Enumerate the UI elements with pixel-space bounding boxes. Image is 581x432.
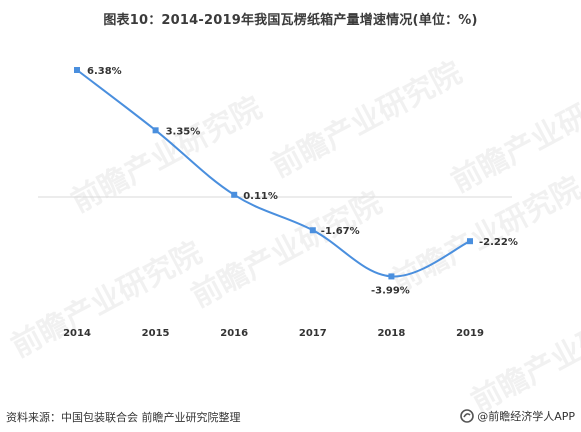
data-label-2016: 0.11% <box>243 191 278 202</box>
x-tick-label-2015: 2015 <box>142 328 170 339</box>
series-line <box>76 69 471 278</box>
data-label-2019: -2.22% <box>479 237 518 248</box>
data-marker-2014 <box>74 67 80 73</box>
x-tick-label-2016: 2016 <box>220 328 248 339</box>
data-marker-2016 <box>231 191 238 198</box>
data-label-2017: -1.67% <box>321 226 360 237</box>
data-labels: 6.38% 3.35% 0.11% -1.67% -3.99% -2.22% <box>87 66 518 296</box>
data-label-2015: 3.35% <box>166 126 201 137</box>
data-marker-2015 <box>152 127 159 134</box>
data-marker-2017 <box>309 227 316 234</box>
chart-title: 图表10：2014-2019年我国瓦楞纸箱产量增速情况(单位：%) <box>103 13 478 28</box>
brand-logo-icon <box>460 409 475 423</box>
x-tick-label-2017: 2017 <box>299 328 327 339</box>
data-marker-2018 <box>388 273 395 280</box>
x-tick-label-2019: 2019 <box>456 328 484 339</box>
source-note: 资料来源：中国包装联合会 前瞻产业研究院整理 <box>6 411 241 424</box>
data-marker-2019 <box>467 238 473 245</box>
brand-label: @前瞻经济学人APP <box>477 410 575 423</box>
x-axis-tick-labels: 2014 2015 2016 2017 2018 2019 <box>63 328 484 339</box>
x-tick-label-2014: 2014 <box>63 328 91 339</box>
x-tick-label-2018: 2018 <box>377 328 405 339</box>
data-markers <box>74 67 473 280</box>
data-label-2018: -3.99% <box>371 285 410 296</box>
data-label-2014: 6.38% <box>87 66 122 77</box>
brand-tag: @前瞻经济学人APP <box>460 408 575 424</box>
